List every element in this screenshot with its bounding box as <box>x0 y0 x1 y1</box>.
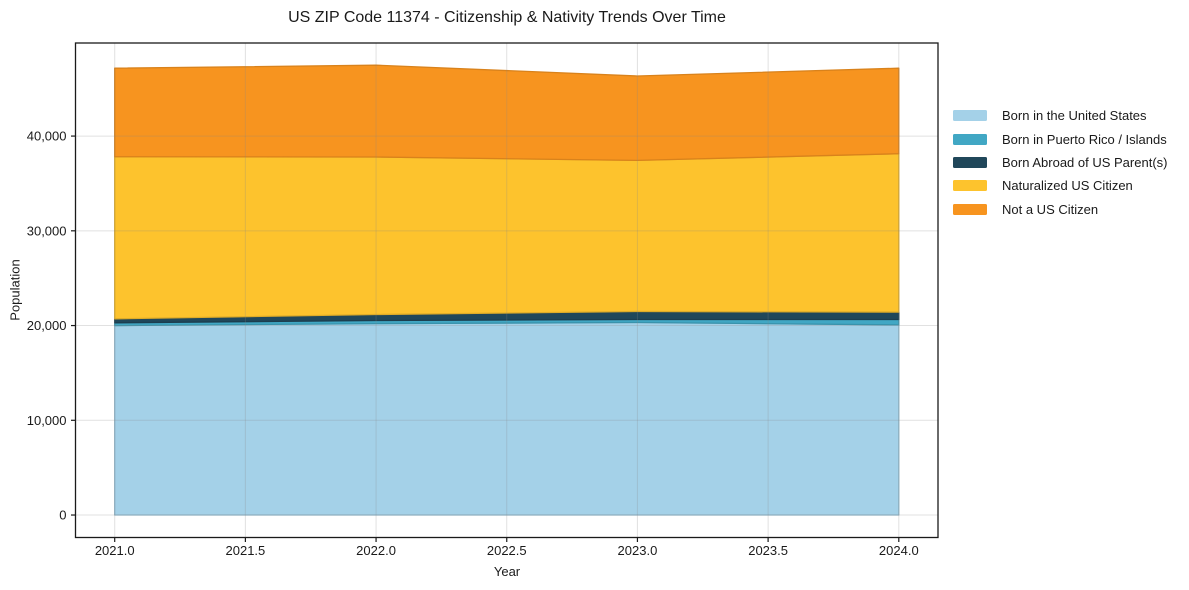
y-tick-label: 40,000 <box>27 129 67 144</box>
legend-item-label: Born in Puerto Rico / Islands <box>1002 131 1167 147</box>
area-series-4 <box>114 64 900 162</box>
legend-item-label: Not a US Citizen <box>1002 201 1099 217</box>
y-tick-label: 10,000 <box>27 413 67 428</box>
x-tick-label: 2023.0 <box>618 543 658 558</box>
x-axis-label: Year <box>493 564 521 579</box>
y-tick-label: 30,000 <box>27 223 67 238</box>
legend-item: Not a US Citizen <box>953 198 1167 221</box>
y-tick-label: 20,000 <box>27 318 67 333</box>
x-tick-label: 2024.0 <box>879 543 919 558</box>
legend-swatch <box>953 110 987 122</box>
y-axis-label: Population <box>7 259 23 321</box>
legend-item: Born in Puerto Rico / Islands <box>953 127 1167 150</box>
legend-item: Naturalized US Citizen <box>953 174 1167 197</box>
legend: Born in the United States Born in Puerto … <box>953 104 1167 221</box>
legend-swatch <box>953 156 987 168</box>
x-tick-label: 2022.0 <box>356 543 396 558</box>
legend-item-label: Born in the United States <box>1002 108 1147 124</box>
legend-item: Born in the United States <box>953 104 1167 127</box>
x-tick-label: 2021.5 <box>226 543 266 558</box>
legend-swatch <box>953 203 987 215</box>
x-tick-label: 2022.5 <box>487 543 527 558</box>
legend-swatch <box>953 133 987 145</box>
legend-item: Born Abroad of US Parent(s) <box>953 151 1167 174</box>
legend-item-label: Born Abroad of US Parent(s) <box>1002 154 1168 170</box>
x-tick-label: 2021.0 <box>95 543 135 558</box>
legend-swatch <box>953 180 987 192</box>
chart-title: US ZIP Code 11374 - Citizenship & Nativi… <box>288 9 726 26</box>
x-tick-label: 2023.5 <box>748 543 788 558</box>
y-tick-label: 0 <box>59 508 66 523</box>
legend-item-label: Naturalized US Citizen <box>1002 178 1133 194</box>
